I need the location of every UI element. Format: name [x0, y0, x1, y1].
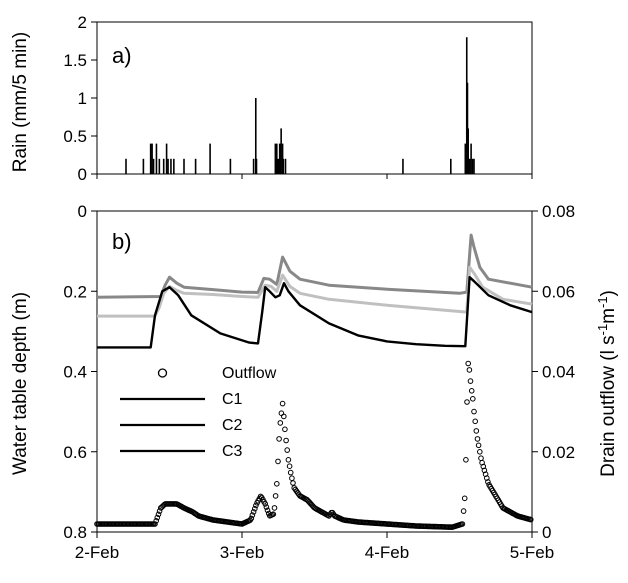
outflow-point [465, 360, 472, 367]
rain-y-axis-label: Rain (mm/5 min) [10, 32, 31, 172]
water-table-y-tick-label: 0.4 [63, 363, 87, 382]
outflow-point [528, 516, 534, 523]
water-table-y-tick-label: 0.2 [63, 282, 87, 301]
outflow-point [484, 475, 490, 481]
outflow-point [290, 480, 296, 486]
outflow-points [94, 360, 534, 531]
outflow-point [155, 511, 162, 518]
outflow-point [250, 509, 257, 515]
y2label-sup2: -1 [595, 296, 610, 308]
legend-label: C3 [222, 443, 243, 460]
outflow-point [277, 420, 284, 426]
legend-marker-outflow [157, 368, 168, 378]
panel-label-b: b) [112, 229, 132, 254]
outflow-point [473, 428, 480, 434]
outflow-point [474, 436, 481, 442]
y2label-base: Drain outflow (l s [598, 335, 619, 477]
outflow-point [460, 508, 467, 514]
outflow-point [272, 493, 279, 499]
outflow-point [284, 447, 291, 453]
outflow-point [154, 514, 161, 521]
outflow-point [289, 475, 295, 482]
outflow-point [475, 442, 482, 449]
outflow-point [248, 515, 255, 522]
water-table-y-tick-label: 0.6 [63, 443, 87, 462]
outflow-point [152, 521, 158, 527]
drain-outflow-y-tick-label: 0.02 [542, 443, 575, 462]
legend-label: Outflow [222, 365, 277, 382]
rain-y-ticks: 0 0.5 1 1.5 2 [63, 13, 97, 184]
water-table-y-tick-label: 0 [78, 202, 87, 221]
rain-y-tick-label: 1.5 [63, 51, 87, 70]
outflow-point [153, 518, 159, 524]
outflow-point [263, 504, 270, 510]
drain-outflow-y-ticks: 0 0.02 0.04 0.06 0.08 [532, 202, 575, 542]
outflow-point [264, 507, 271, 514]
legend: Outflow C1 C2 C3 [120, 365, 277, 460]
drain-outflow-y-tick-label: 0.04 [542, 363, 575, 382]
outflow-point [253, 502, 259, 509]
water-table-y-tick-label: 0.8 [63, 523, 87, 542]
date-tick-label: 3-Feb [220, 543, 264, 562]
outflow-point [275, 458, 281, 465]
outflow-point [472, 418, 479, 425]
rain-y-tick-label: 2 [78, 13, 87, 32]
water-table-y-ticks: 0 0.2 0.4 0.6 0.8 [63, 202, 97, 542]
outflow-point [286, 463, 293, 470]
outflow-point [464, 399, 470, 405]
date-tick-label: 2-Feb [75, 543, 119, 562]
outflow-point [467, 378, 474, 384]
outflow-point [468, 388, 475, 394]
outflow-point [466, 367, 473, 373]
drain-outflow-y-tick-label: 0.06 [542, 282, 575, 301]
outflow-point [270, 511, 277, 518]
outflow-point [282, 426, 288, 433]
outflow-point [278, 410, 285, 417]
outflow-point [249, 512, 256, 518]
outflow-point [279, 400, 286, 407]
water-table-y-axis-label: Water table depth (m) [10, 292, 31, 475]
outflow-point [281, 413, 287, 420]
outflow-point [283, 437, 289, 444]
outflow-point [463, 457, 469, 463]
water-table-lines [96, 233, 533, 349]
outflow-point [271, 505, 278, 511]
outflow-point [478, 455, 484, 462]
legend-label: C1 [222, 391, 243, 408]
rain-y-tick-label: 1 [78, 89, 87, 108]
rain-panel: 0 0.5 1 1.5 2 a) Rain (mm/5 min) [10, 13, 533, 184]
outflow-point [156, 508, 163, 514]
legend-label: C2 [222, 417, 243, 434]
outflow-point [285, 457, 292, 463]
date-x-ticks: 2-Feb 3-Feb 4-Feb 5-Feb [75, 174, 554, 562]
outflow-point [461, 495, 468, 502]
outflow-point [477, 449, 483, 455]
outflow-point [262, 501, 269, 507]
drain-outflow-y-tick-label: 0.08 [542, 202, 575, 221]
series-line-c1 [96, 233, 533, 299]
water-table-panel: 0 0.2 0.4 0.6 0.8 0 0.02 0.04 0.06 0.08 2-Feb 3-F… [10, 174, 619, 562]
panel-label-a: a) [112, 43, 132, 68]
outflow-point [252, 505, 258, 512]
y2label-mid: m [598, 308, 619, 324]
outflow-point [470, 396, 476, 402]
drain-outflow-y-axis-label: Drain outflow (l s-1m-1) [595, 290, 619, 477]
outflow-point [485, 479, 491, 485]
outflow-point [276, 436, 282, 442]
date-tick-label: 5-Feb [510, 543, 554, 562]
outflow-point [459, 521, 466, 527]
outflow-point [471, 408, 477, 415]
rain-bars [125, 37, 475, 174]
date-tick-label: 4-Feb [365, 543, 409, 562]
y2label-end: ) [598, 290, 619, 296]
outflow-point [287, 469, 294, 476]
series-line-c3 [97, 276, 533, 349]
y2label-sup1: -1 [595, 324, 610, 336]
rain-y-tick-label: 0 [78, 165, 87, 184]
water-table-plot-frame [96, 210, 533, 533]
drain-outflow-y-tick-label: 0 [542, 523, 551, 542]
rain-y-tick-label: 0.5 [63, 127, 87, 146]
outflow-point [274, 481, 280, 487]
